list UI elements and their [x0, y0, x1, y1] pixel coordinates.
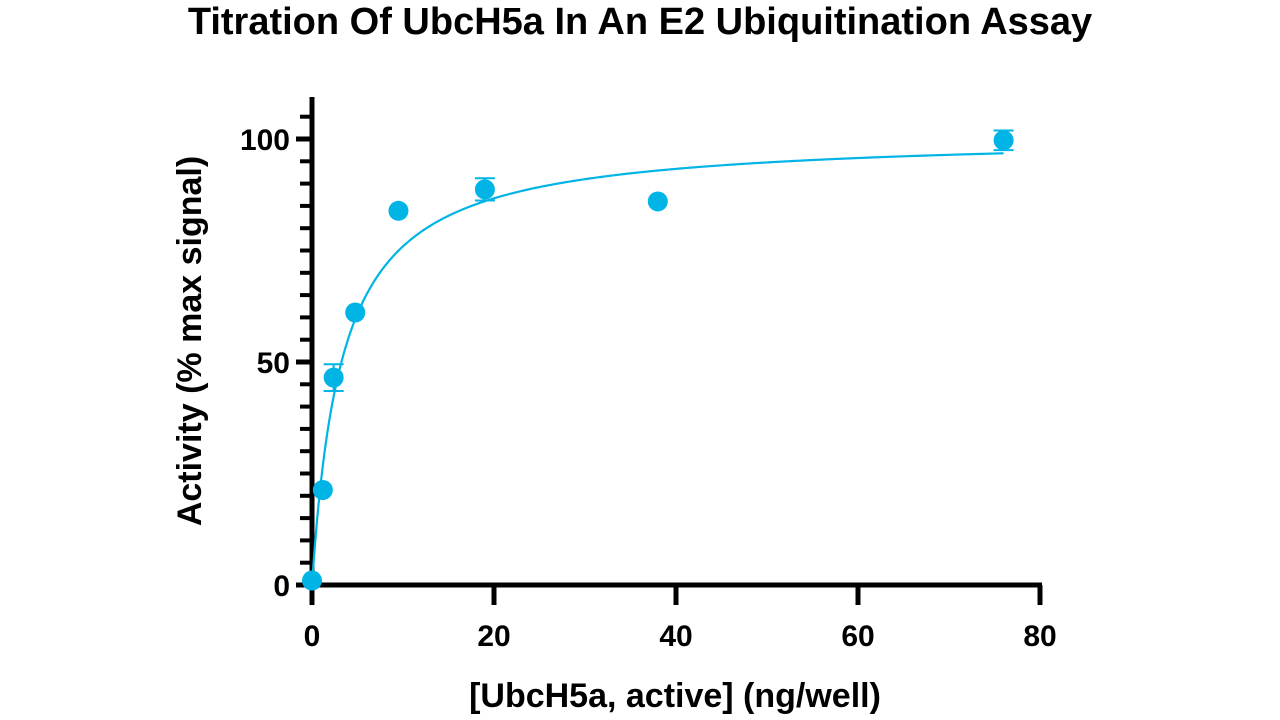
data-point [323, 367, 344, 388]
chart-title: Titration Of UbcH5a In An E2 Ubiquitinat… [187, 1, 1093, 43]
data-point [312, 480, 333, 501]
x-axis-title: [UbcH5a, active] (ng/well) [469, 677, 881, 715]
data-point [345, 302, 366, 323]
data-point [993, 130, 1014, 151]
x-axis-ticks: 0 20 40 60 80 [304, 585, 1057, 653]
fit-curve [310, 152, 1004, 586]
data-point [388, 200, 409, 221]
data-point [474, 179, 495, 200]
data-points [302, 130, 1014, 591]
x-tick-label: 60 [841, 620, 874, 653]
y-tick-label: 50 [257, 347, 290, 380]
x-tick-label: 20 [477, 620, 510, 653]
data-point [647, 191, 668, 212]
y-tick-label: 100 [240, 124, 290, 157]
x-tick-label: 40 [659, 620, 692, 653]
x-tick-label: 80 [1023, 620, 1056, 653]
y-axis-ticks: 0 50 100 [240, 124, 312, 603]
x-tick-label: 0 [304, 620, 321, 653]
data-point [302, 570, 322, 591]
y-tick-label: 0 [273, 570, 290, 603]
y-axis-title: Activity (% max signal) [171, 156, 209, 526]
